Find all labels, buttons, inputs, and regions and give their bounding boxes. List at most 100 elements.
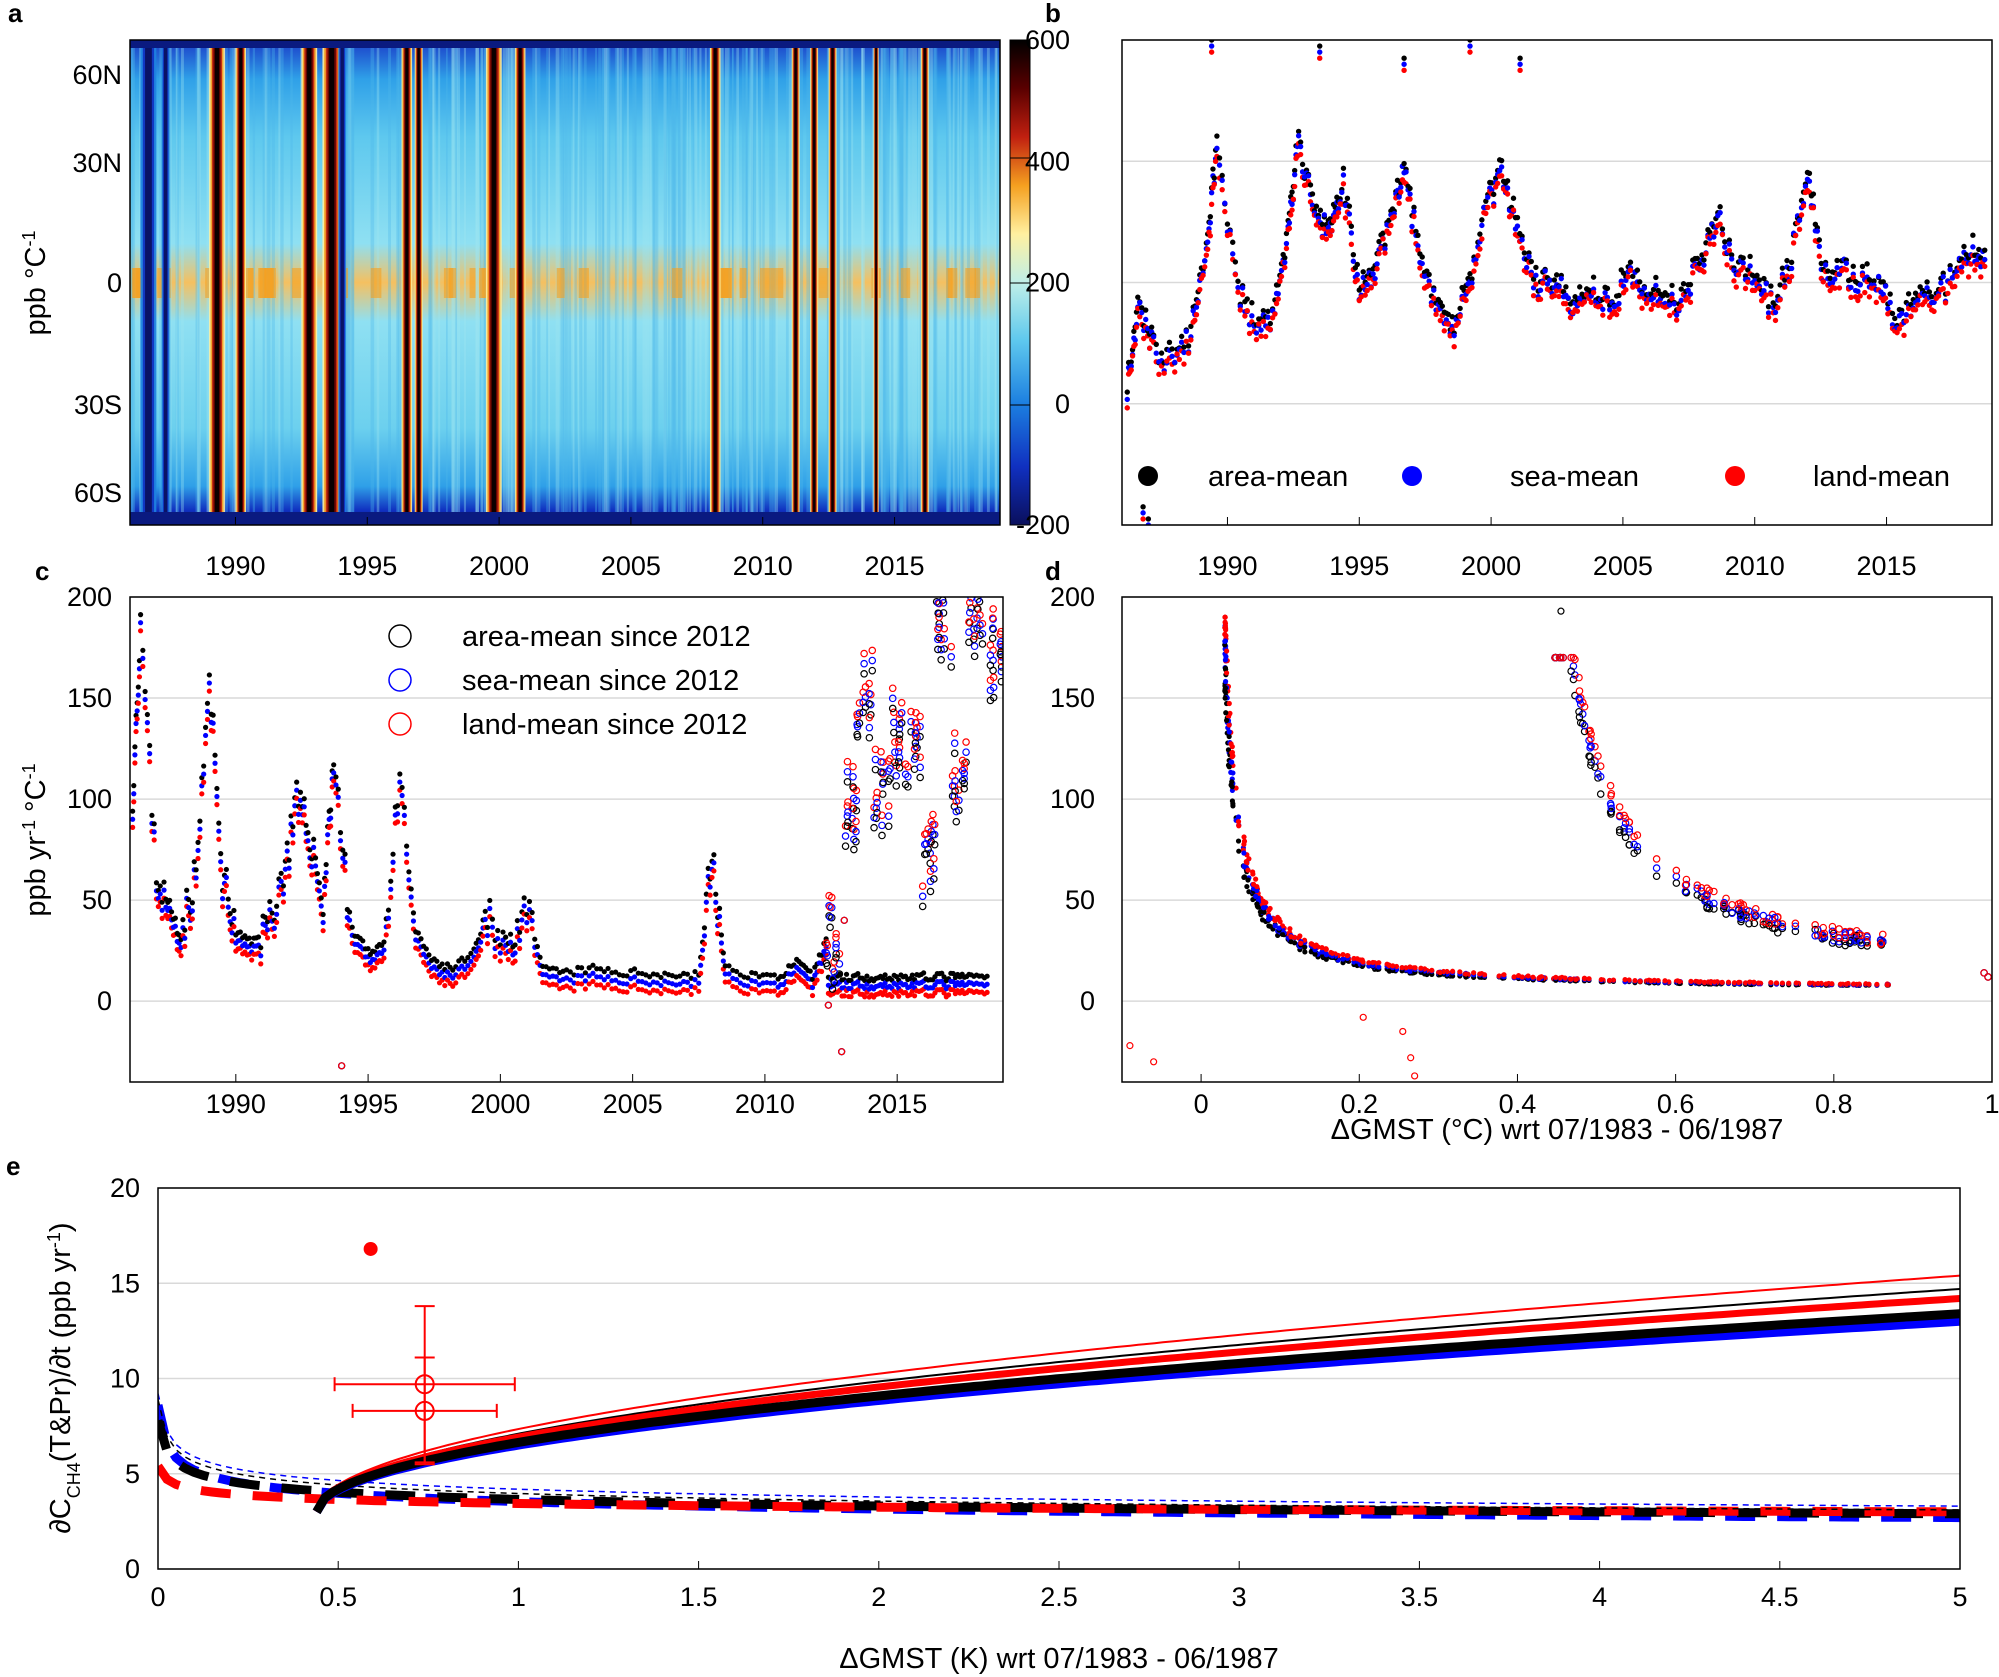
panel-c-point (195, 855, 201, 862)
panel-d-open-point (1857, 938, 1866, 947)
panel-c-point (941, 982, 947, 988)
panel-b-point-land-mean (1181, 361, 1187, 367)
panel-c-open-point (970, 652, 979, 661)
panel-c-open-point (960, 784, 968, 793)
panel-d-point (1246, 889, 1252, 895)
panel-c-point (197, 818, 203, 824)
panel-c-point (529, 909, 535, 916)
heatmap-texture-stripe (919, 40, 922, 525)
panel-c-point (465, 971, 471, 977)
panel-b-point-land-mean (1441, 328, 1447, 334)
panel-d-open-point (1841, 929, 1850, 937)
panel-d-open-point (1567, 667, 1575, 675)
panel-d-point (1412, 965, 1418, 971)
panel-c-point (147, 759, 153, 765)
panel-b-point-land-mean (1866, 294, 1873, 300)
panel-c-point (597, 966, 604, 972)
panel-b-point-area-mean (1401, 160, 1407, 167)
panel-c-open-point (865, 689, 873, 698)
panel-b-point-land-mean (1533, 281, 1539, 287)
panel-b-point-sea-mean (1275, 291, 1281, 297)
panel-b-point-area-mean (1317, 207, 1324, 213)
panel-d-outlier (1411, 1072, 1419, 1080)
panel-c-points (130, 578, 1003, 1070)
panel-d-point (1226, 729, 1232, 735)
panel-d-open-point (1630, 849, 1638, 858)
heatmap-texture-stripe (886, 40, 889, 525)
panel-b-point-area-mean (1517, 55, 1523, 61)
panel-c-open-point (888, 704, 897, 713)
panel-c-point (880, 975, 886, 982)
panel-c-point (718, 940, 725, 946)
panel-c-open-point (823, 962, 832, 970)
heatmap-texture-stripe (652, 40, 656, 525)
panel-d-open-point (1615, 828, 1624, 837)
panel-b-point-land-mean (1275, 296, 1281, 302)
panel-b-point-sea-mean (1958, 264, 1965, 270)
panel-b-point-sea-mean (1372, 275, 1378, 282)
panel-c-point (140, 655, 146, 661)
panel-c-point (575, 980, 581, 987)
panel-b-point-sea-mean (1887, 299, 1893, 306)
panel-c-point (246, 935, 253, 941)
panel-d-open-point (1705, 886, 1714, 895)
panel-c-point (388, 886, 394, 892)
heatmap-event-band (214, 40, 220, 525)
panel-d-open-point (1594, 774, 1602, 782)
panel-b-point-land-mean (1703, 251, 1709, 257)
panel-b-point-area-mean (1590, 274, 1597, 280)
panel-c-open-point (920, 840, 929, 849)
panel-d-open-point (1835, 925, 1843, 933)
panel-b-point-land-mean (1426, 282, 1432, 288)
panel-b-point-sea-mean (1401, 61, 1407, 67)
panel-d-point (1725, 979, 1732, 985)
panel-c-point (462, 974, 468, 980)
heatmap-texture-stripe (197, 40, 200, 525)
panel-b-point-area-mean (1859, 263, 1866, 270)
panel-e-y-tick-label: 0 (125, 1554, 140, 1584)
panel-c-open-point (960, 769, 969, 778)
panel-c-point (301, 812, 307, 818)
panel-c-point (325, 840, 331, 846)
panel-b-point-land-mean (1553, 288, 1560, 294)
panel-b-point-land-mean (1574, 308, 1581, 314)
panel-c-point (505, 956, 511, 963)
panel-b-point-sea-mean (1875, 273, 1882, 280)
panel-b-point-land-mean (1286, 225, 1293, 232)
panel-d-point (1622, 976, 1628, 983)
panel-c-point (882, 980, 888, 986)
panel-c-point (553, 982, 559, 988)
heatmap-x-tick-label: 2010 (733, 551, 793, 581)
panel-d-x-tick-label: 1 (1984, 1089, 1999, 1119)
panel-d-point (1253, 876, 1259, 882)
panel-c-point (519, 917, 525, 923)
panel-e-x-tick-label: 4 (1592, 1582, 1607, 1612)
panel-c-point (182, 935, 188, 941)
panel-c-point (394, 811, 401, 817)
panel-b-point-land-mean (1242, 313, 1248, 319)
panel-c-point (161, 887, 167, 893)
panel-c-open-point (897, 719, 906, 727)
heatmap-texture-stripe (232, 40, 237, 525)
panel-b-point-land-mean (1551, 292, 1558, 299)
panel-b-point-area-mean (1810, 191, 1817, 197)
panel-c-x-tick-label: 1990 (206, 1089, 266, 1119)
panel-c-point (320, 928, 326, 934)
panel-d-point (1319, 949, 1325, 955)
panel-b-point-area-mean (1135, 294, 1141, 300)
panel-b-point-sea-mean (1335, 206, 1342, 212)
panel-c-point (307, 847, 313, 853)
panel-c-open-point (997, 657, 1003, 666)
heatmap-texture-stripe (396, 40, 399, 525)
panel-d-open-point (1587, 761, 1595, 770)
panel-b-point-sea-mean (1542, 268, 1548, 274)
panel-b-point-land-mean (1742, 285, 1749, 292)
panel-c-point (223, 883, 229, 889)
panel-b-point-area-mean (1616, 292, 1622, 299)
panel-c-open-point (976, 578, 982, 584)
panel-c-point (482, 916, 488, 922)
panel-c-point (218, 859, 224, 865)
panel-d-outlier (1359, 1013, 1367, 1021)
panel-c-point (783, 987, 789, 993)
panel-c-point (278, 878, 284, 884)
